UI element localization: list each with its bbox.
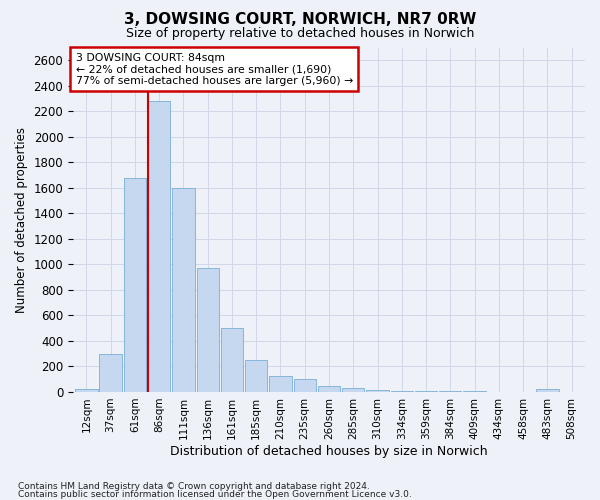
- Text: Size of property relative to detached houses in Norwich: Size of property relative to detached ho…: [126, 28, 474, 40]
- Text: 3 DOWSING COURT: 84sqm
← 22% of detached houses are smaller (1,690)
77% of semi-: 3 DOWSING COURT: 84sqm ← 22% of detached…: [76, 52, 353, 86]
- Bar: [293, 379, 316, 392]
- Bar: [221, 328, 243, 392]
- Y-axis label: Number of detached properties: Number of detached properties: [15, 126, 28, 312]
- Bar: [536, 390, 559, 392]
- Text: Contains HM Land Registry data © Crown copyright and database right 2024.: Contains HM Land Registry data © Crown c…: [18, 482, 370, 491]
- Text: 3, DOWSING COURT, NORWICH, NR7 0RW: 3, DOWSING COURT, NORWICH, NR7 0RW: [124, 12, 476, 28]
- Bar: [148, 101, 170, 392]
- Bar: [391, 391, 413, 392]
- Bar: [318, 386, 340, 392]
- Bar: [172, 188, 194, 392]
- X-axis label: Distribution of detached houses by size in Norwich: Distribution of detached houses by size …: [170, 444, 488, 458]
- Bar: [100, 354, 122, 392]
- Bar: [124, 178, 146, 392]
- Bar: [75, 390, 98, 392]
- Bar: [197, 268, 219, 392]
- Bar: [367, 390, 389, 392]
- Bar: [269, 376, 292, 392]
- Bar: [342, 388, 364, 392]
- Text: Contains public sector information licensed under the Open Government Licence v3: Contains public sector information licen…: [18, 490, 412, 499]
- Bar: [245, 360, 268, 392]
